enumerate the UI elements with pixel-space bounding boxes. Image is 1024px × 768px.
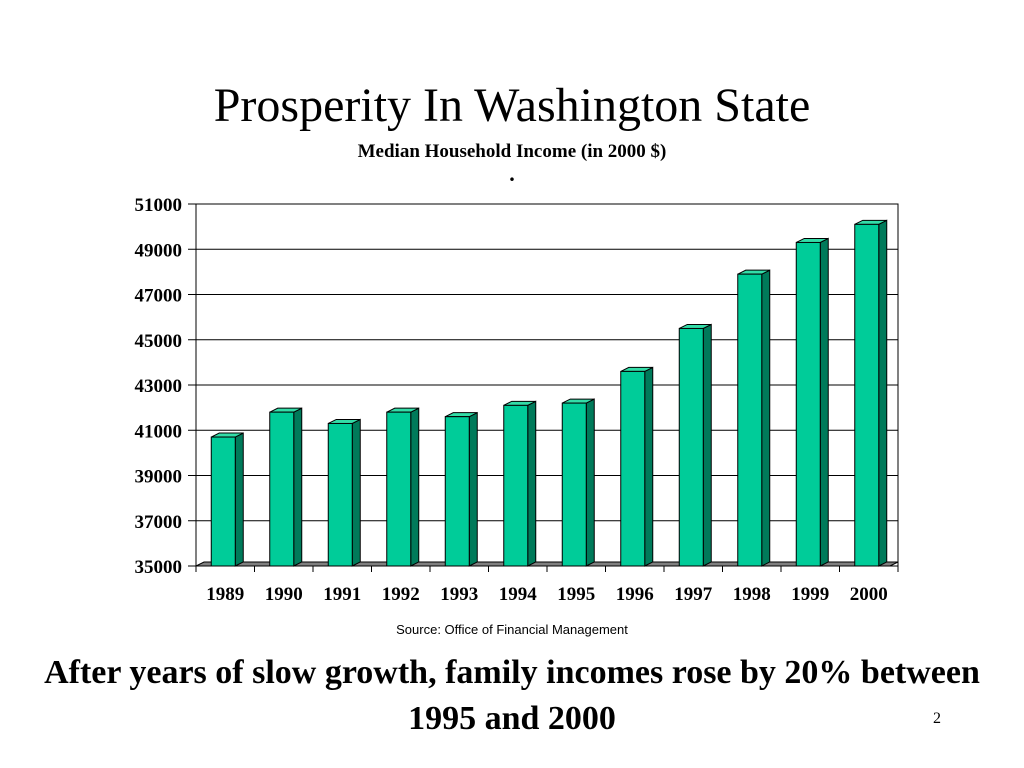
bar-side bbox=[410, 407, 420, 567]
gridlines bbox=[196, 248, 898, 522]
bar-1991 bbox=[327, 418, 361, 567]
bar-1992 bbox=[386, 407, 420, 567]
bar-front bbox=[386, 411, 412, 567]
y-tick-label: 47000 bbox=[135, 286, 183, 307]
bar-front bbox=[678, 327, 704, 567]
headline: After years of slow growth, family incom… bbox=[44, 654, 980, 737]
bar-side bbox=[293, 407, 303, 567]
slide-title: Prosperity In Washington State bbox=[213, 79, 811, 132]
chart-floor-top bbox=[195, 561, 899, 567]
x-tick-label: 1989 bbox=[206, 584, 244, 605]
bar-side bbox=[527, 400, 537, 567]
bar-side bbox=[761, 269, 771, 567]
x-tick-label: 1991 bbox=[323, 584, 361, 605]
page-number: 2 bbox=[933, 710, 941, 727]
chart-floor bbox=[195, 561, 899, 567]
bar-side bbox=[234, 432, 244, 567]
bar-side bbox=[468, 411, 478, 567]
bar-side bbox=[644, 366, 654, 567]
bar-1993 bbox=[444, 411, 478, 567]
x-tick-label: 1990 bbox=[265, 584, 303, 605]
bar-front bbox=[561, 402, 587, 567]
y-tick-label: 51000 bbox=[135, 195, 183, 216]
x-tick-label: 1997 bbox=[674, 584, 713, 605]
bar-1994 bbox=[503, 400, 537, 567]
bar-side bbox=[819, 237, 829, 567]
bar-front bbox=[737, 273, 763, 567]
bar-1989 bbox=[210, 432, 244, 567]
bar-1998 bbox=[737, 269, 771, 567]
bar-1990 bbox=[269, 407, 303, 567]
bar-side bbox=[585, 398, 595, 567]
bar-front bbox=[210, 436, 236, 567]
x-tick-label: 1995 bbox=[557, 584, 595, 605]
x-tick-label: 1996 bbox=[616, 584, 654, 605]
chart-subtitle-dot: . bbox=[509, 161, 515, 186]
x-tick-label: 1998 bbox=[733, 584, 771, 605]
bar-front bbox=[269, 411, 295, 567]
y-tick-label: 45000 bbox=[135, 331, 183, 352]
bar-1999 bbox=[795, 237, 829, 567]
bar-side bbox=[878, 219, 888, 567]
bar-2000 bbox=[854, 219, 888, 567]
bar-chart: 35000 37000 39000 41000 43000 45000 47000 49000… bbox=[135, 195, 899, 605]
chart-subtitle: Median Household Income (in 2000 $) bbox=[357, 141, 667, 162]
x-tick-label: 2000 bbox=[850, 584, 888, 605]
x-axis-ticks: 1989 1990 1991 1992 1993 1994 1995 1996 1997 1998… bbox=[195, 566, 899, 605]
bar-front bbox=[444, 416, 470, 567]
source-note: Source: Office of Financial Management bbox=[396, 622, 628, 637]
x-tick-label: 1992 bbox=[382, 584, 420, 605]
y-tick-label: 35000 bbox=[135, 557, 183, 578]
x-tick-label: 1994 bbox=[499, 584, 538, 605]
x-tick-label: 1993 bbox=[440, 584, 478, 605]
y-tick-label: 39000 bbox=[135, 467, 183, 488]
y-axis-ticks: 35000 37000 39000 41000 43000 45000 47000 49000… bbox=[135, 195, 196, 578]
bar-side bbox=[702, 323, 712, 567]
bar-front bbox=[795, 241, 821, 567]
y-tick-label: 41000 bbox=[135, 421, 183, 442]
bar-1995 bbox=[561, 398, 595, 567]
bar-front bbox=[620, 370, 646, 567]
bars bbox=[210, 219, 888, 567]
bar-front bbox=[327, 422, 353, 567]
bar-1997 bbox=[678, 323, 712, 567]
y-tick-label: 43000 bbox=[135, 376, 183, 397]
y-tick-label: 37000 bbox=[135, 512, 183, 533]
bar-1996 bbox=[620, 366, 654, 567]
y-tick-label: 49000 bbox=[135, 240, 183, 261]
bar-side bbox=[351, 418, 361, 567]
x-tick-label: 1999 bbox=[791, 584, 829, 605]
bar-front bbox=[854, 223, 880, 567]
bar-front bbox=[503, 404, 529, 567]
